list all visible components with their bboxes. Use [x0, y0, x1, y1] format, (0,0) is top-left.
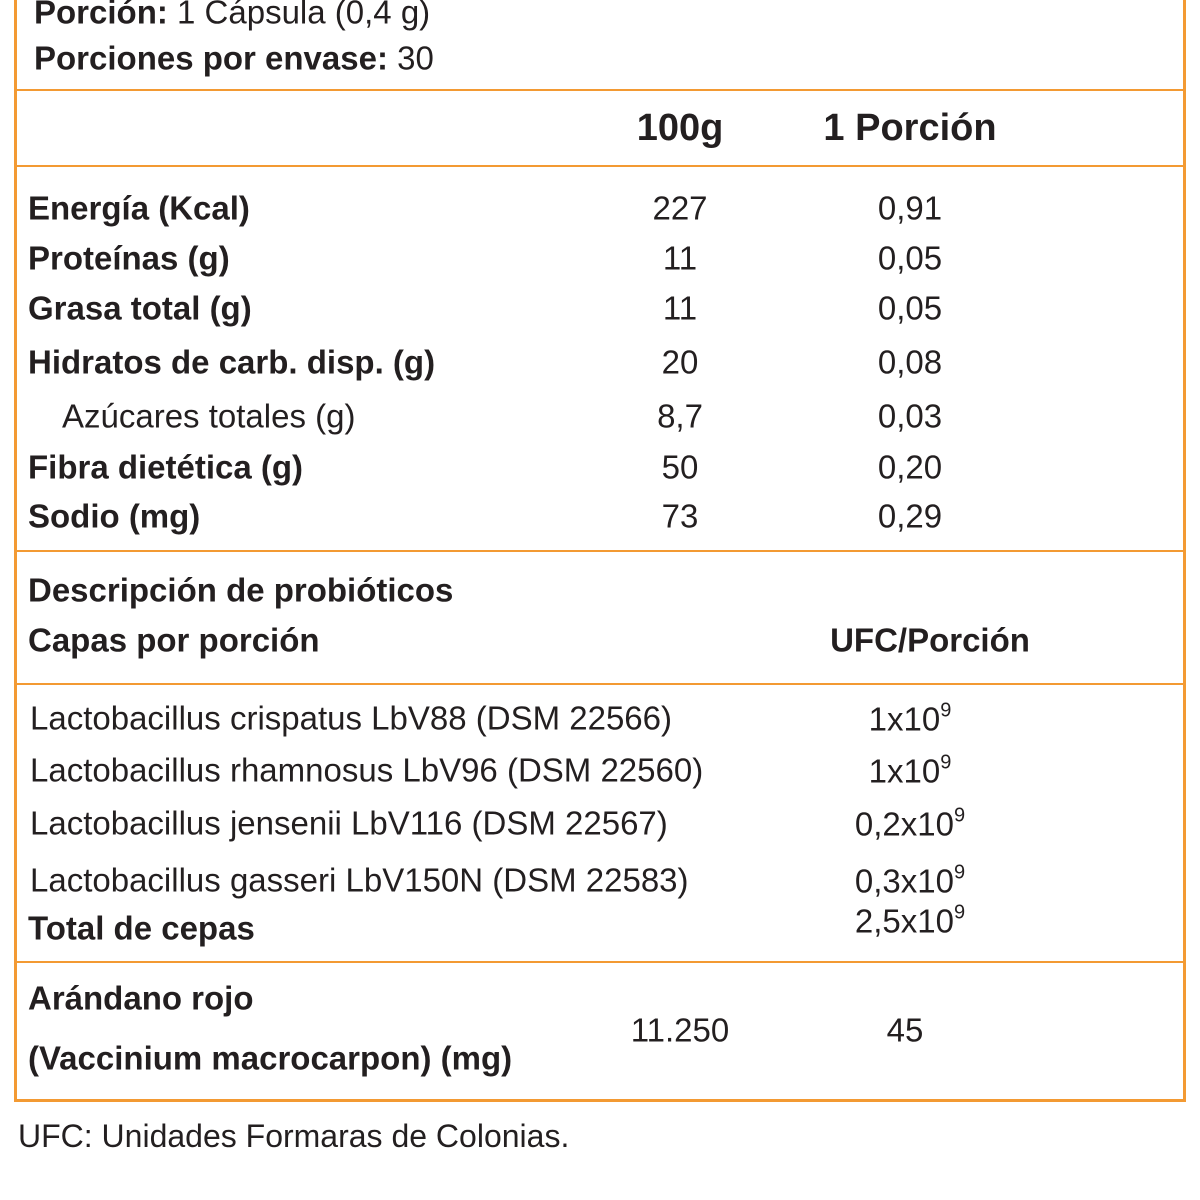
ufc-exponent: 9	[953, 804, 966, 827]
cell: 0,3x109	[855, 863, 965, 898]
column-header: 100g	[636, 107, 724, 149]
row-label: Total de cepas	[28, 909, 255, 947]
footnote: UFC: Unidades Formaras de Colonias.	[18, 1118, 570, 1154]
row-label: Hidratos de carb. disp. (g)	[28, 343, 436, 381]
cell: 11	[662, 239, 698, 277]
ufc-base: 0,2x10	[854, 805, 954, 843]
cell: 227	[652, 189, 708, 227]
row-label: Lactobacillus jensenii LbV116 (DSM 22567…	[30, 804, 668, 842]
ufc-base: 0,3x10	[854, 862, 954, 900]
divider	[14, 683, 1186, 685]
row-label: Energía (Kcal)	[28, 189, 250, 227]
row-label: Sodio (mg)	[28, 497, 201, 535]
cell: 11.250	[630, 1011, 730, 1049]
cell: 0,03	[877, 397, 943, 435]
ufc-base: 2,5x10	[854, 902, 954, 940]
divider	[14, 89, 1186, 91]
row-label: Lactobacillus crispatus LbV88 (DSM 22566…	[30, 699, 673, 737]
column-header: UFC/Porción	[830, 621, 1030, 659]
cell: 0,29	[877, 497, 943, 535]
row-label: Proteínas (g)	[28, 239, 230, 277]
row-label: Azúcares totales (g)	[62, 397, 356, 435]
cell: 0,20	[877, 448, 943, 486]
row-label: Lactobacillus rhamnosus LbV96 (DSM 22560…	[30, 751, 704, 789]
ufc-exponent: 9	[940, 699, 952, 722]
cell: 45	[886, 1011, 924, 1049]
cell: 20	[661, 343, 699, 381]
cell: 1x109	[869, 753, 952, 788]
servings-per-container: Porciones por envase: 30	[34, 39, 434, 77]
cell: 1x109	[869, 701, 952, 736]
cell: 73	[661, 497, 699, 535]
ufc-base: 1x10	[868, 752, 941, 790]
cell: 0,91	[877, 189, 943, 227]
serving: Porción: 1 Cápsula (0,4 g)	[34, 0, 431, 31]
cell: 0,05	[877, 239, 943, 277]
divider	[14, 550, 1186, 552]
cell: 0,05	[877, 289, 943, 327]
ufc-exponent: 9	[953, 901, 966, 924]
cell: 11	[662, 289, 698, 327]
row-label: (Vaccinium macrocarpon) (mg)	[28, 1039, 513, 1077]
ufc-exponent: 9	[953, 861, 966, 884]
section-title: Descripción de probióticos	[28, 571, 454, 609]
column-header: 1 Porción	[823, 107, 997, 149]
divider	[14, 961, 1186, 963]
row-label: Arándano rojo	[28, 979, 254, 1017]
cell: 2,5x109	[855, 903, 965, 938]
section-subtitle: Capas por porción	[28, 621, 320, 659]
ufc-base: 1x10	[868, 700, 941, 738]
row-label: Lactobacillus gasseri LbV150N (DSM 22583…	[30, 861, 689, 899]
cell: 0,2x109	[855, 806, 965, 841]
row-label: Grasa total (g)	[28, 289, 252, 327]
cell: 8,7	[657, 397, 703, 435]
divider	[14, 165, 1186, 167]
row-label: Fibra dietética (g)	[28, 448, 304, 486]
ufc-exponent: 9	[940, 751, 952, 774]
cell: 50	[661, 448, 699, 486]
cell: 0,08	[877, 343, 943, 381]
